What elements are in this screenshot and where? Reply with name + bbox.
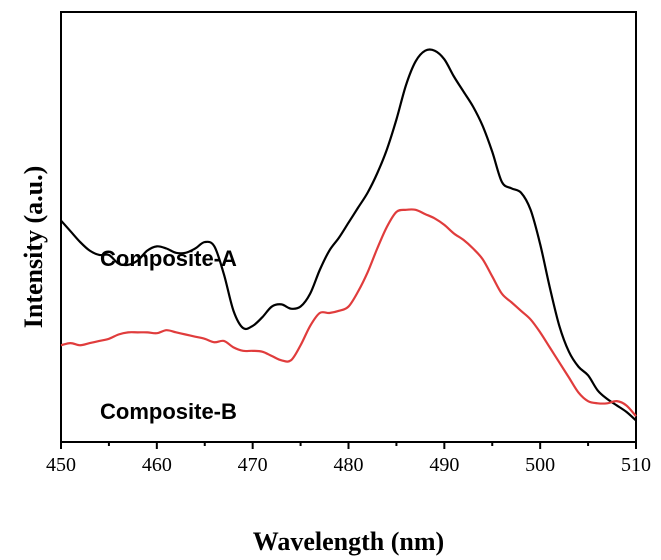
series-layer [60, 48, 637, 422]
x-axis-title: Wavelength (nm) [253, 527, 444, 556]
series-label-composite-b: Composite-B [100, 399, 237, 424]
x-tick-label: 490 [429, 454, 459, 476]
x-tick-label: 510 [621, 454, 651, 476]
x-tick-label: 500 [525, 454, 555, 476]
series-label-composite-a: Composite-A [100, 246, 237, 271]
x-tick-label: 460 [142, 454, 172, 476]
x-tick-label: 470 [238, 454, 268, 476]
x-axis-ticks [60, 442, 637, 449]
series-line-composite-b [60, 208, 637, 417]
plot-frame [60, 11, 637, 443]
x-tick-label: 480 [334, 454, 364, 476]
x-tick-label: 450 [46, 454, 76, 476]
x-axis-tick-labels: 450 460 470 480 490 500 510 [46, 454, 651, 476]
series-line-composite-a [60, 48, 637, 422]
y-axis-title: Intensity (a.u.) [19, 166, 48, 329]
